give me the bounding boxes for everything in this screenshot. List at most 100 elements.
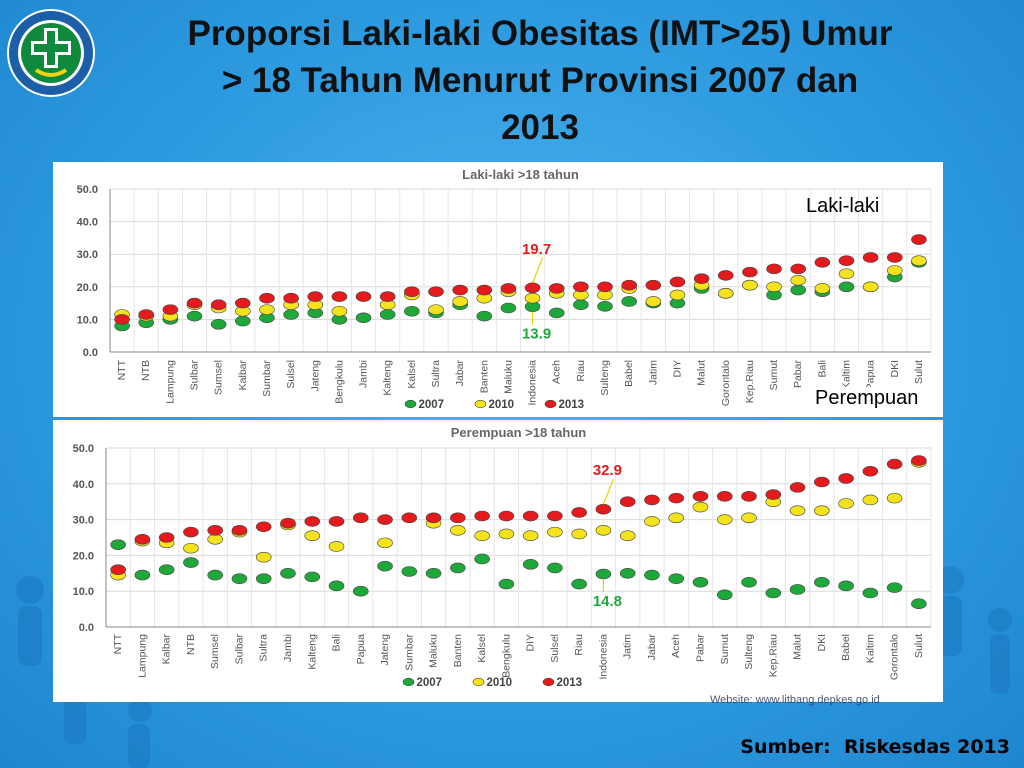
title-line-3: 2013	[501, 108, 579, 147]
x-tick-label: Lampung	[136, 634, 148, 678]
point-2007	[210, 318, 227, 330]
legend-marker-2010	[474, 399, 487, 409]
x-tick-label: NTT	[116, 359, 128, 380]
point-2013	[307, 291, 324, 302]
point-2010	[498, 528, 515, 540]
x-tick-label: Gorontalo	[720, 360, 732, 406]
point-2007	[692, 576, 709, 588]
x-tick-label: Sulsel	[285, 360, 297, 389]
point-2013	[186, 297, 203, 309]
point-2013	[452, 284, 468, 296]
annotation-leader	[532, 257, 544, 284]
annotation-label: 14.8	[593, 593, 622, 610]
x-tick-label: Kalsel	[476, 634, 488, 663]
x-tick-label: Indonesia	[597, 634, 609, 680]
point-2013	[862, 465, 879, 477]
point-2013	[134, 533, 151, 545]
x-tick-label: Kalteng	[382, 360, 394, 396]
point-2007	[619, 568, 636, 579]
point-2013	[280, 517, 296, 529]
point-2013	[158, 532, 175, 543]
point-2010	[814, 283, 831, 294]
x-tick-label: Gorontalo	[889, 634, 901, 680]
point-2007	[790, 284, 806, 296]
point-2007	[838, 281, 855, 293]
point-2007	[231, 573, 248, 584]
point-2013	[716, 491, 733, 502]
point-2013	[283, 292, 299, 304]
point-2010	[838, 268, 855, 280]
annotation-label: 13.9	[522, 326, 551, 343]
point-2007	[571, 578, 587, 590]
point-2010	[331, 305, 348, 317]
x-tick-label: Sumbar	[261, 359, 273, 396]
point-2013	[476, 284, 493, 296]
point-2013	[425, 512, 442, 524]
x-tick-label: Riau	[573, 634, 585, 656]
x-tick-label: Banten	[452, 634, 464, 667]
annotation-label: 19.7	[522, 241, 551, 258]
point-2013	[911, 234, 927, 245]
legend-label-2010: 2010	[487, 677, 513, 689]
y-tick-label: 0.0	[79, 622, 94, 634]
x-tick-label: Aceh	[670, 634, 682, 658]
legend-label-2013: 2013	[559, 399, 585, 411]
x-tick-label: Jabar	[646, 633, 658, 660]
y-tick-label: 50.0	[77, 184, 98, 196]
x-tick-label: Sumsel	[209, 634, 221, 669]
point-2013	[597, 281, 613, 293]
point-2013	[838, 255, 855, 267]
y-tick-label: 50.0	[73, 443, 94, 455]
chart-panel-male: Laki-laki >18 tahun 0.0 10.0 20.0 30.0 40.0 50…	[53, 162, 943, 417]
point-2013	[693, 273, 710, 284]
point-2013	[304, 516, 321, 527]
y-tick-label: 40.0	[77, 217, 98, 229]
x-tick-label: Sulteng	[743, 634, 755, 670]
x-tick-label: Kep.Riau	[744, 360, 756, 403]
label-laki-laki: Laki-laki	[806, 195, 880, 217]
x-tick-label: Jambi	[282, 634, 294, 662]
point-2013	[814, 476, 830, 488]
title-line-2: > 18 Tahun Menurut Provinsi 2007 dan	[221, 61, 859, 100]
point-2010	[328, 541, 345, 552]
point-2010	[571, 528, 587, 540]
y-tick-label: 30.0	[77, 249, 98, 261]
point-2013	[789, 482, 806, 493]
x-tick-label: Maluku	[502, 360, 514, 394]
point-2010	[838, 498, 854, 509]
x-tick-label: Malut	[792, 634, 804, 660]
point-2013	[377, 514, 393, 525]
x-tick-label: Kaltim	[840, 360, 852, 389]
point-2013	[838, 473, 854, 484]
point-2007	[668, 573, 685, 584]
point-2013	[522, 510, 539, 522]
x-tick-label: Sulteng	[599, 360, 611, 396]
point-2013	[474, 510, 490, 522]
x-tick-label: Papua	[355, 634, 367, 665]
x-tick-label: Pabar	[694, 634, 706, 663]
y-tick-label: 0.0	[83, 347, 98, 359]
x-tick-label: Kalbar	[237, 360, 249, 391]
x-tick-label: Pabar	[792, 360, 804, 389]
point-2007	[377, 560, 393, 572]
point-2007	[235, 315, 251, 327]
point-2007	[134, 569, 151, 581]
point-2013	[766, 263, 782, 275]
point-2007	[404, 305, 420, 317]
point-2010	[789, 505, 806, 516]
point-2010	[862, 494, 879, 506]
point-2007	[304, 571, 321, 583]
slide-title: Proporsi Laki-laki Obesitas (IMT>25) Umu…	[120, 10, 960, 151]
point-2007	[401, 566, 418, 577]
point-2013	[114, 314, 130, 325]
point-2013	[231, 525, 248, 536]
legend-marker-2007	[404, 399, 417, 409]
point-2007	[862, 587, 879, 599]
point-2007	[644, 569, 660, 581]
point-2007	[500, 302, 517, 314]
point-2013	[644, 494, 660, 506]
point-2013	[500, 283, 517, 294]
point-2010	[255, 551, 272, 563]
point-2007	[838, 580, 854, 592]
point-2007	[547, 562, 563, 574]
